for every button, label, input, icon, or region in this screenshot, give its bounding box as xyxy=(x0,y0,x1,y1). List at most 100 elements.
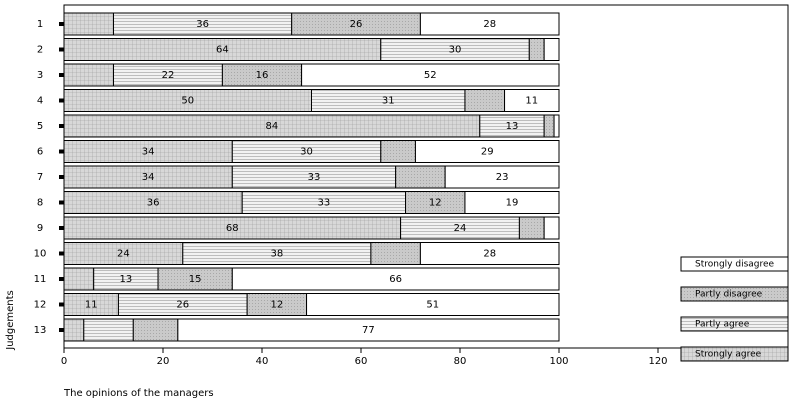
bar-segment xyxy=(301,63,560,87)
data-label: 30 xyxy=(300,147,313,158)
data-label: 15 xyxy=(189,274,202,285)
legend-swatch xyxy=(680,346,789,362)
data-label: 24 xyxy=(117,249,130,260)
bar-segment xyxy=(370,242,421,265)
data-label: 22 xyxy=(162,70,175,81)
x-tick-label: 100 xyxy=(549,356,568,367)
y-tick-label: 13 xyxy=(34,325,47,336)
y-tick-label: 8 xyxy=(37,198,43,209)
data-label: 50 xyxy=(181,96,194,107)
bar-segment xyxy=(464,89,506,112)
data-label: 31 xyxy=(382,96,395,107)
bar-segment xyxy=(553,114,560,138)
bar-segment xyxy=(444,165,560,189)
bar-segment xyxy=(528,38,545,61)
y-tick xyxy=(59,200,64,205)
data-label: 12 xyxy=(429,198,442,209)
x-tick-label: 80 xyxy=(454,356,467,367)
data-label: 13 xyxy=(120,274,133,285)
data-label: 51 xyxy=(426,300,439,311)
data-label: 33 xyxy=(318,198,331,209)
bar-segment xyxy=(504,89,560,112)
bar-segment xyxy=(132,318,179,342)
bar-segment xyxy=(63,267,95,291)
data-label: 34 xyxy=(142,172,155,183)
y-axis-label: Judgements xyxy=(5,290,16,351)
legend-swatch xyxy=(680,316,789,332)
bar-segment xyxy=(414,140,560,163)
y-tick-label: 10 xyxy=(34,249,47,260)
y-tick-label: 2 xyxy=(37,45,43,56)
x-tick-label: 0 xyxy=(61,356,67,367)
bar-segment xyxy=(518,216,545,240)
bar-segment xyxy=(380,140,416,163)
y-tick xyxy=(59,175,64,179)
y-tick xyxy=(59,98,64,103)
y-tick-label: 3 xyxy=(37,70,43,81)
y-tick xyxy=(59,328,64,332)
y-tick xyxy=(59,277,64,281)
data-label: 29 xyxy=(481,147,494,158)
bar-segment xyxy=(231,267,560,291)
data-label: 52 xyxy=(424,70,437,81)
bar-segment xyxy=(395,165,446,189)
bar-segment xyxy=(464,191,560,214)
y-tick xyxy=(59,251,64,256)
data-label: 28 xyxy=(483,249,496,260)
bar-segment xyxy=(63,12,114,36)
bar-segment xyxy=(177,318,560,342)
bar-segment xyxy=(543,216,560,240)
bar-segment xyxy=(543,114,555,138)
y-tick xyxy=(59,302,64,307)
y-tick-label: 4 xyxy=(37,96,43,107)
data-label: 36 xyxy=(147,198,160,209)
y-tick-label: 6 xyxy=(37,147,43,158)
bar-segment xyxy=(419,242,560,265)
y-tick-label: 7 xyxy=(37,172,43,183)
x-tick-label: 40 xyxy=(256,356,269,367)
data-label: 11 xyxy=(85,300,98,311)
y-tick xyxy=(59,226,64,230)
data-label: 68 xyxy=(226,223,239,234)
data-label: 66 xyxy=(389,274,402,285)
legend-label: Strongly agree xyxy=(695,350,762,360)
data-label: 30 xyxy=(449,45,462,56)
data-label: 16 xyxy=(256,70,269,81)
legend-label: Partly agree xyxy=(695,320,750,330)
bar-segment xyxy=(83,318,134,342)
data-label: 26 xyxy=(176,300,189,311)
data-label: 36 xyxy=(196,19,209,30)
bar-segment xyxy=(63,318,85,342)
legend-label: Strongly disagree xyxy=(695,260,775,270)
bar-segment xyxy=(543,38,560,61)
legend-swatch xyxy=(680,256,789,272)
data-label: 64 xyxy=(216,45,229,56)
y-tick-label: 1 xyxy=(37,19,43,30)
x-tick-label: 120 xyxy=(648,356,667,367)
y-tick xyxy=(59,22,64,26)
legend-label: Partly disagree xyxy=(695,290,763,300)
y-tick xyxy=(59,124,64,128)
data-label: 11 xyxy=(525,96,538,107)
data-label: 12 xyxy=(270,300,283,311)
data-label: 23 xyxy=(496,172,509,183)
y-tick xyxy=(59,149,64,154)
y-tick-label: 9 xyxy=(37,223,43,234)
bar-segment xyxy=(306,293,560,316)
data-label: 38 xyxy=(270,249,283,260)
data-label: 28 xyxy=(483,19,496,30)
y-tick xyxy=(59,73,64,77)
bar-segment xyxy=(63,63,114,87)
data-label: 33 xyxy=(308,172,321,183)
data-label: 77 xyxy=(362,325,375,336)
y-tick-label: 5 xyxy=(37,121,43,132)
data-label: 13 xyxy=(506,121,519,132)
legend-swatch xyxy=(680,286,789,302)
x-tick-label: 60 xyxy=(355,356,368,367)
bar-segment xyxy=(419,12,560,36)
data-label: 84 xyxy=(266,121,279,132)
data-label: 34 xyxy=(142,147,155,158)
data-label: 24 xyxy=(454,223,467,234)
y-tick-label: 11 xyxy=(34,274,47,285)
